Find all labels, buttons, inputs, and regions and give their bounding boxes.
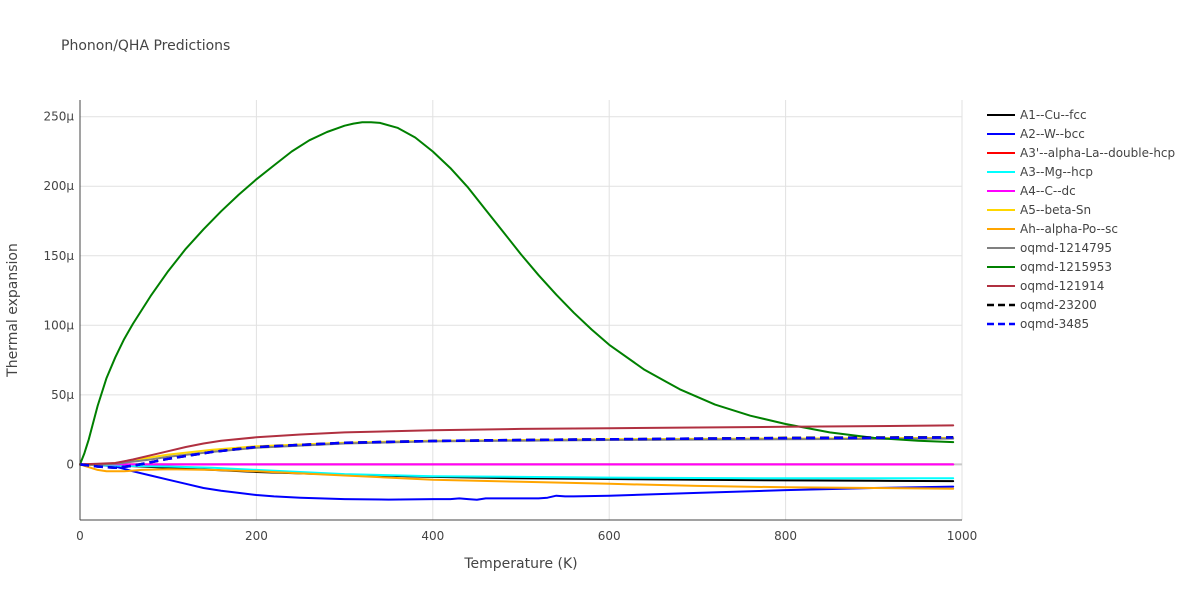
legend-item[interactable]: Ah--alpha-Po--sc [987,222,1118,236]
legend-label: A4--C--dc [1020,184,1076,198]
series-line-oqmd-1215953 [79,121,955,466]
chart-title: Phonon/QHA Predictions [61,38,230,54]
legend-item[interactable]: oqmd-23200 [987,298,1097,312]
x-tick-label: 600 [598,529,621,543]
y-tick-label: 100μ [43,318,74,332]
legend-item[interactable]: A2--W--bcc [987,127,1085,141]
x-tick-label: 200 [245,529,268,543]
grid [80,100,963,520]
series-line-Ah--alpha-Po--sc [79,463,955,490]
y-axis-title: Thermal expansion [5,243,21,378]
series-line-A3--Mg--hcp [79,463,955,480]
x-tick-label: 1000 [947,529,978,543]
legend-item[interactable]: A3'--alpha-La--double-hcp [987,146,1175,160]
legend-item[interactable]: oqmd-1214795 [987,241,1112,255]
legend-item[interactable]: A3--Mg--hcp [987,165,1093,179]
legend-item[interactable]: oqmd-3485 [987,317,1089,331]
x-tick-label: 0 [76,529,84,543]
legend-label: oqmd-3485 [1020,317,1089,331]
legend[interactable]: A1--Cu--fcc A2--W--bcc A3'--alpha-La--doub… [987,108,1175,331]
legend-label: A2--W--bcc [1020,127,1085,141]
legend-item[interactable]: A4--C--dc [987,184,1076,198]
legend-label: oqmd-1215953 [1020,260,1112,274]
y-tick-label: 0 [66,457,74,471]
y-tick-label: 150μ [43,249,74,263]
legend-item[interactable]: oqmd-121914 [987,279,1104,293]
y-tick-label: 50μ [51,388,74,402]
axes: 0 200 400 600 800 1000 0 50μ 100μ 150μ 200μ 250μ [43,100,977,543]
legend-label: A1--Cu--fcc [1020,108,1087,122]
legend-label: A3--Mg--hcp [1020,165,1093,179]
legend-label: oqmd-1214795 [1020,241,1112,255]
y-tick-label: 200μ [43,179,74,193]
legend-item[interactable]: A1--Cu--fcc [987,108,1087,122]
legend-item[interactable]: oqmd-1215953 [987,260,1112,274]
legend-label: A5--beta-Sn [1020,203,1091,217]
legend-label: Ah--alpha-Po--sc [1020,222,1118,236]
series-line-oqmd-3485 [79,436,954,470]
x-tick-label: 400 [421,529,444,543]
series-line-A2--W--bcc [79,463,955,501]
series-line-oqmd-121914 [79,424,955,466]
plot-area [79,121,955,501]
legend-label: oqmd-121914 [1020,279,1104,293]
x-tick-label: 800 [774,529,797,543]
x-axis-title: Temperature (K) [463,556,577,572]
legend-label: oqmd-23200 [1020,298,1097,312]
y-tick-label: 250μ [43,110,74,124]
legend-item[interactable]: A5--beta-Sn [987,203,1091,217]
legend-label: A3'--alpha-La--double-hcp [1020,146,1175,160]
